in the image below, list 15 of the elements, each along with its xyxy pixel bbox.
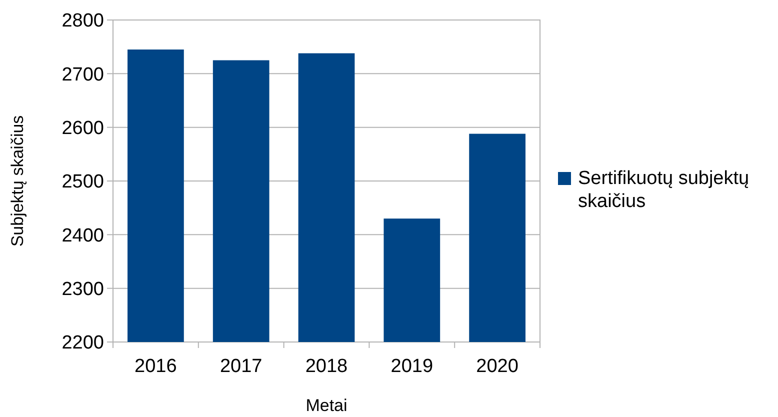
x-tick-label: 2017 [220, 356, 262, 377]
x-tick-label: 2018 [305, 356, 348, 377]
x-axis-title: Metai [306, 396, 348, 415]
x-tick-label: 2019 [390, 356, 434, 377]
y-tick-label: 2700 [62, 64, 104, 86]
y-tick-label: 2600 [62, 118, 104, 139]
x-tick-label: 2016 [134, 356, 177, 377]
y-tick-label: 2400 [62, 225, 104, 246]
x-tick-label: 2020 [476, 356, 518, 377]
y-tick-label: 2200 [62, 332, 104, 354]
legend-label: Sertifikuotų subjektų skaičius [578, 168, 754, 212]
y-tick-label: 2500 [62, 172, 104, 193]
y-tick-label: 2800 [62, 10, 104, 32]
y-tick-label: 2300 [62, 278, 104, 300]
y-axis-title: Subjektų skaičius [8, 115, 27, 247]
